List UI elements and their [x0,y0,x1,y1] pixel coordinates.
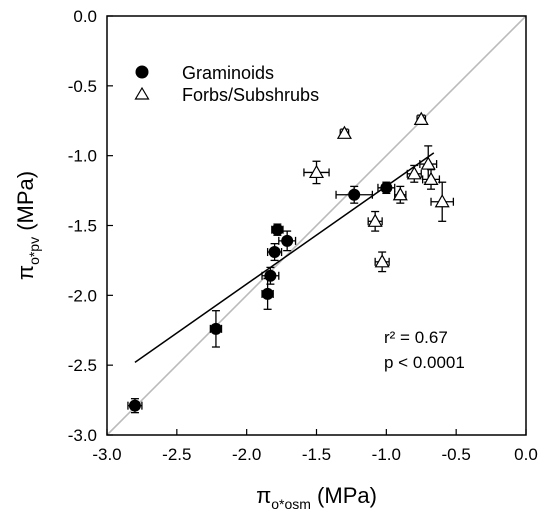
x-axis-ticks: -3.0 -2.5 -2.0 -1.5 -1.0 -0.5 0.0 [92,429,538,464]
point-marker [374,254,390,268]
graminoid-point [278,230,297,252]
point-marker [367,213,383,227]
x-tick-label: -1.5 [302,445,331,464]
forb-point [303,160,330,185]
forb-point [406,164,422,183]
forb-point [430,181,455,222]
y-tick-label: -1.5 [68,217,97,236]
data-points [127,111,455,414]
y-tick-label: -2.0 [68,286,97,305]
y-tick-label: 0.0 [73,7,97,26]
point-marker [264,269,277,282]
legend-marker-graminoids [135,65,149,79]
forb-point [413,111,429,125]
graminoid-point [266,243,283,262]
forb-point [374,251,390,273]
graminoid-point [261,277,274,310]
point-marker [406,166,422,180]
x-axis-unit: (MPa) [311,483,377,508]
point-marker [413,111,429,125]
forb-point [419,145,438,183]
graminoid-point [127,398,143,414]
x-tick-label: -1.0 [372,445,401,464]
x-axis-symbol: π [256,483,271,508]
forb-point [421,168,441,190]
point-marker [209,322,222,335]
x-tick-label: -0.5 [442,445,471,464]
point-marker [336,125,352,139]
graminoid-point [377,181,396,195]
legend-marker-forbs [134,86,150,100]
x-tick-label: -2.5 [162,445,191,464]
x-tick-label: -3.0 [92,445,121,464]
y-axis-ticks: 0.0 -0.5 -1.0 -1.5 -2.0 -2.5 -3.0 [68,7,113,445]
r-squared-annotation: r² = 0.67 [384,328,448,347]
forb-point [392,185,408,204]
y-axis-subscript: o*pv [26,237,42,265]
one-to-one-segment [106,15,527,436]
graminoid-point [335,185,374,204]
point-marker [423,171,439,186]
graminoid-point [209,310,223,348]
y-axis-symbol: π [13,265,38,280]
point-marker [281,234,294,247]
forb-point [367,210,383,232]
x-axis-subscript: o*osm [271,496,311,512]
y-tick-label: -2.5 [68,356,97,375]
point-marker [261,287,274,300]
graminoid-point [261,266,280,285]
one-to-one-line [106,15,527,436]
y-axis-title: πo*pv (MPa) [13,171,42,280]
point-marker [268,246,281,259]
legend-label-forbs: Forbs/Subshrubs [182,85,319,105]
y-axis-unit: (MPa) [13,171,38,237]
point-marker [271,223,284,236]
forb-point [336,125,352,139]
y-tick-label: -0.5 [68,77,97,96]
y-tick-label: -1.0 [68,147,97,166]
point-marker [392,187,408,201]
point-marker [434,194,450,208]
legend-label-graminoids: Graminoids [182,63,274,83]
x-tick-label: 0.0 [514,445,538,464]
y-tick-label: -3.0 [68,426,97,445]
point-marker [380,181,393,194]
x-axis-title: πo*osm (MPa) [256,483,377,512]
point-marker [348,188,361,201]
point-marker [308,164,325,179]
graminoid-point [271,223,284,236]
point-marker [128,399,141,412]
legend: Graminoids Forbs/Subshrubs [134,63,319,105]
x-tick-label: -2.0 [232,445,261,464]
p-value-annotation: p < 0.0001 [384,353,465,372]
